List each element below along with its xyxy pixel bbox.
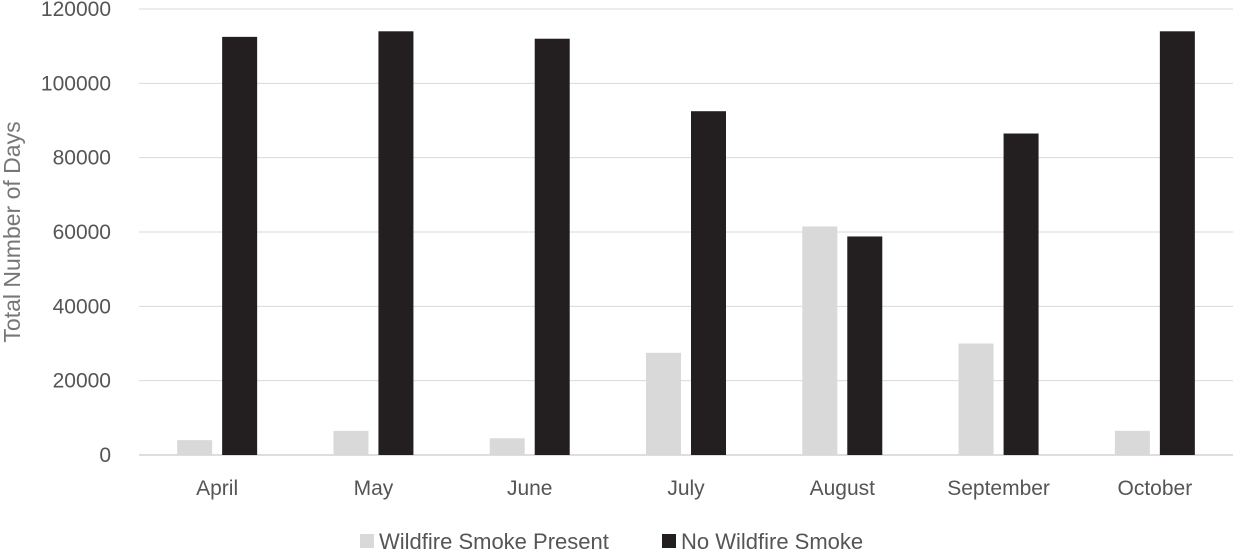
legend-item: Wildfire Smoke Present <box>360 529 609 554</box>
legend-label: Wildfire Smoke Present <box>379 529 609 551</box>
x-tick-label: June <box>507 477 553 500</box>
x-tick-label: September <box>947 477 1050 500</box>
bar-smoke-present <box>802 226 838 455</box>
bar-smoke-present <box>177 440 213 455</box>
bar-smoke-present <box>1114 430 1150 455</box>
bar-no-smoke <box>1003 133 1039 455</box>
x-tick-label: April <box>196 477 238 500</box>
bar-smoke-present <box>333 430 369 455</box>
bars <box>177 31 1195 456</box>
bar-no-smoke <box>534 38 570 455</box>
y-tick-label: 100000 <box>41 72 111 95</box>
gridlines <box>139 8 1233 456</box>
legend-item: No Wildfire Smoke <box>662 529 863 554</box>
y-tick-label: 80000 <box>53 147 111 170</box>
bar-no-smoke <box>378 31 414 456</box>
y-axis-title: Total Number of Days <box>0 121 25 342</box>
y-tick-label: 60000 <box>53 221 111 244</box>
x-tick-labels: April May June July August September October <box>196 477 1192 500</box>
bar-smoke-present <box>646 352 681 455</box>
y-tick-label: 0 <box>99 444 111 467</box>
x-tick-label: July <box>667 477 705 500</box>
bar-no-smoke <box>1159 31 1195 456</box>
bar-smoke-present <box>489 438 525 455</box>
y-tick-labels: 0 20000 40000 60000 80000 100000 120000 <box>41 0 111 467</box>
bar-no-smoke <box>691 111 726 455</box>
x-tick-label: May <box>354 477 394 500</box>
legend-swatch <box>360 534 374 548</box>
legend-label: No Wildfire Smoke <box>681 529 863 551</box>
bar-no-smoke <box>222 36 258 455</box>
y-tick-label: 40000 <box>53 295 111 318</box>
bar-smoke-present <box>958 343 994 455</box>
legend-swatch <box>662 534 676 548</box>
x-tick-label: October <box>1118 477 1193 500</box>
y-tick-label: 20000 <box>53 370 111 393</box>
bar-no-smoke <box>847 236 883 455</box>
legend: Wildfire Smoke Present No Wildfire Smoke <box>360 529 863 554</box>
y-tick-label: 120000 <box>41 0 111 21</box>
x-tick-label: August <box>810 477 876 500</box>
